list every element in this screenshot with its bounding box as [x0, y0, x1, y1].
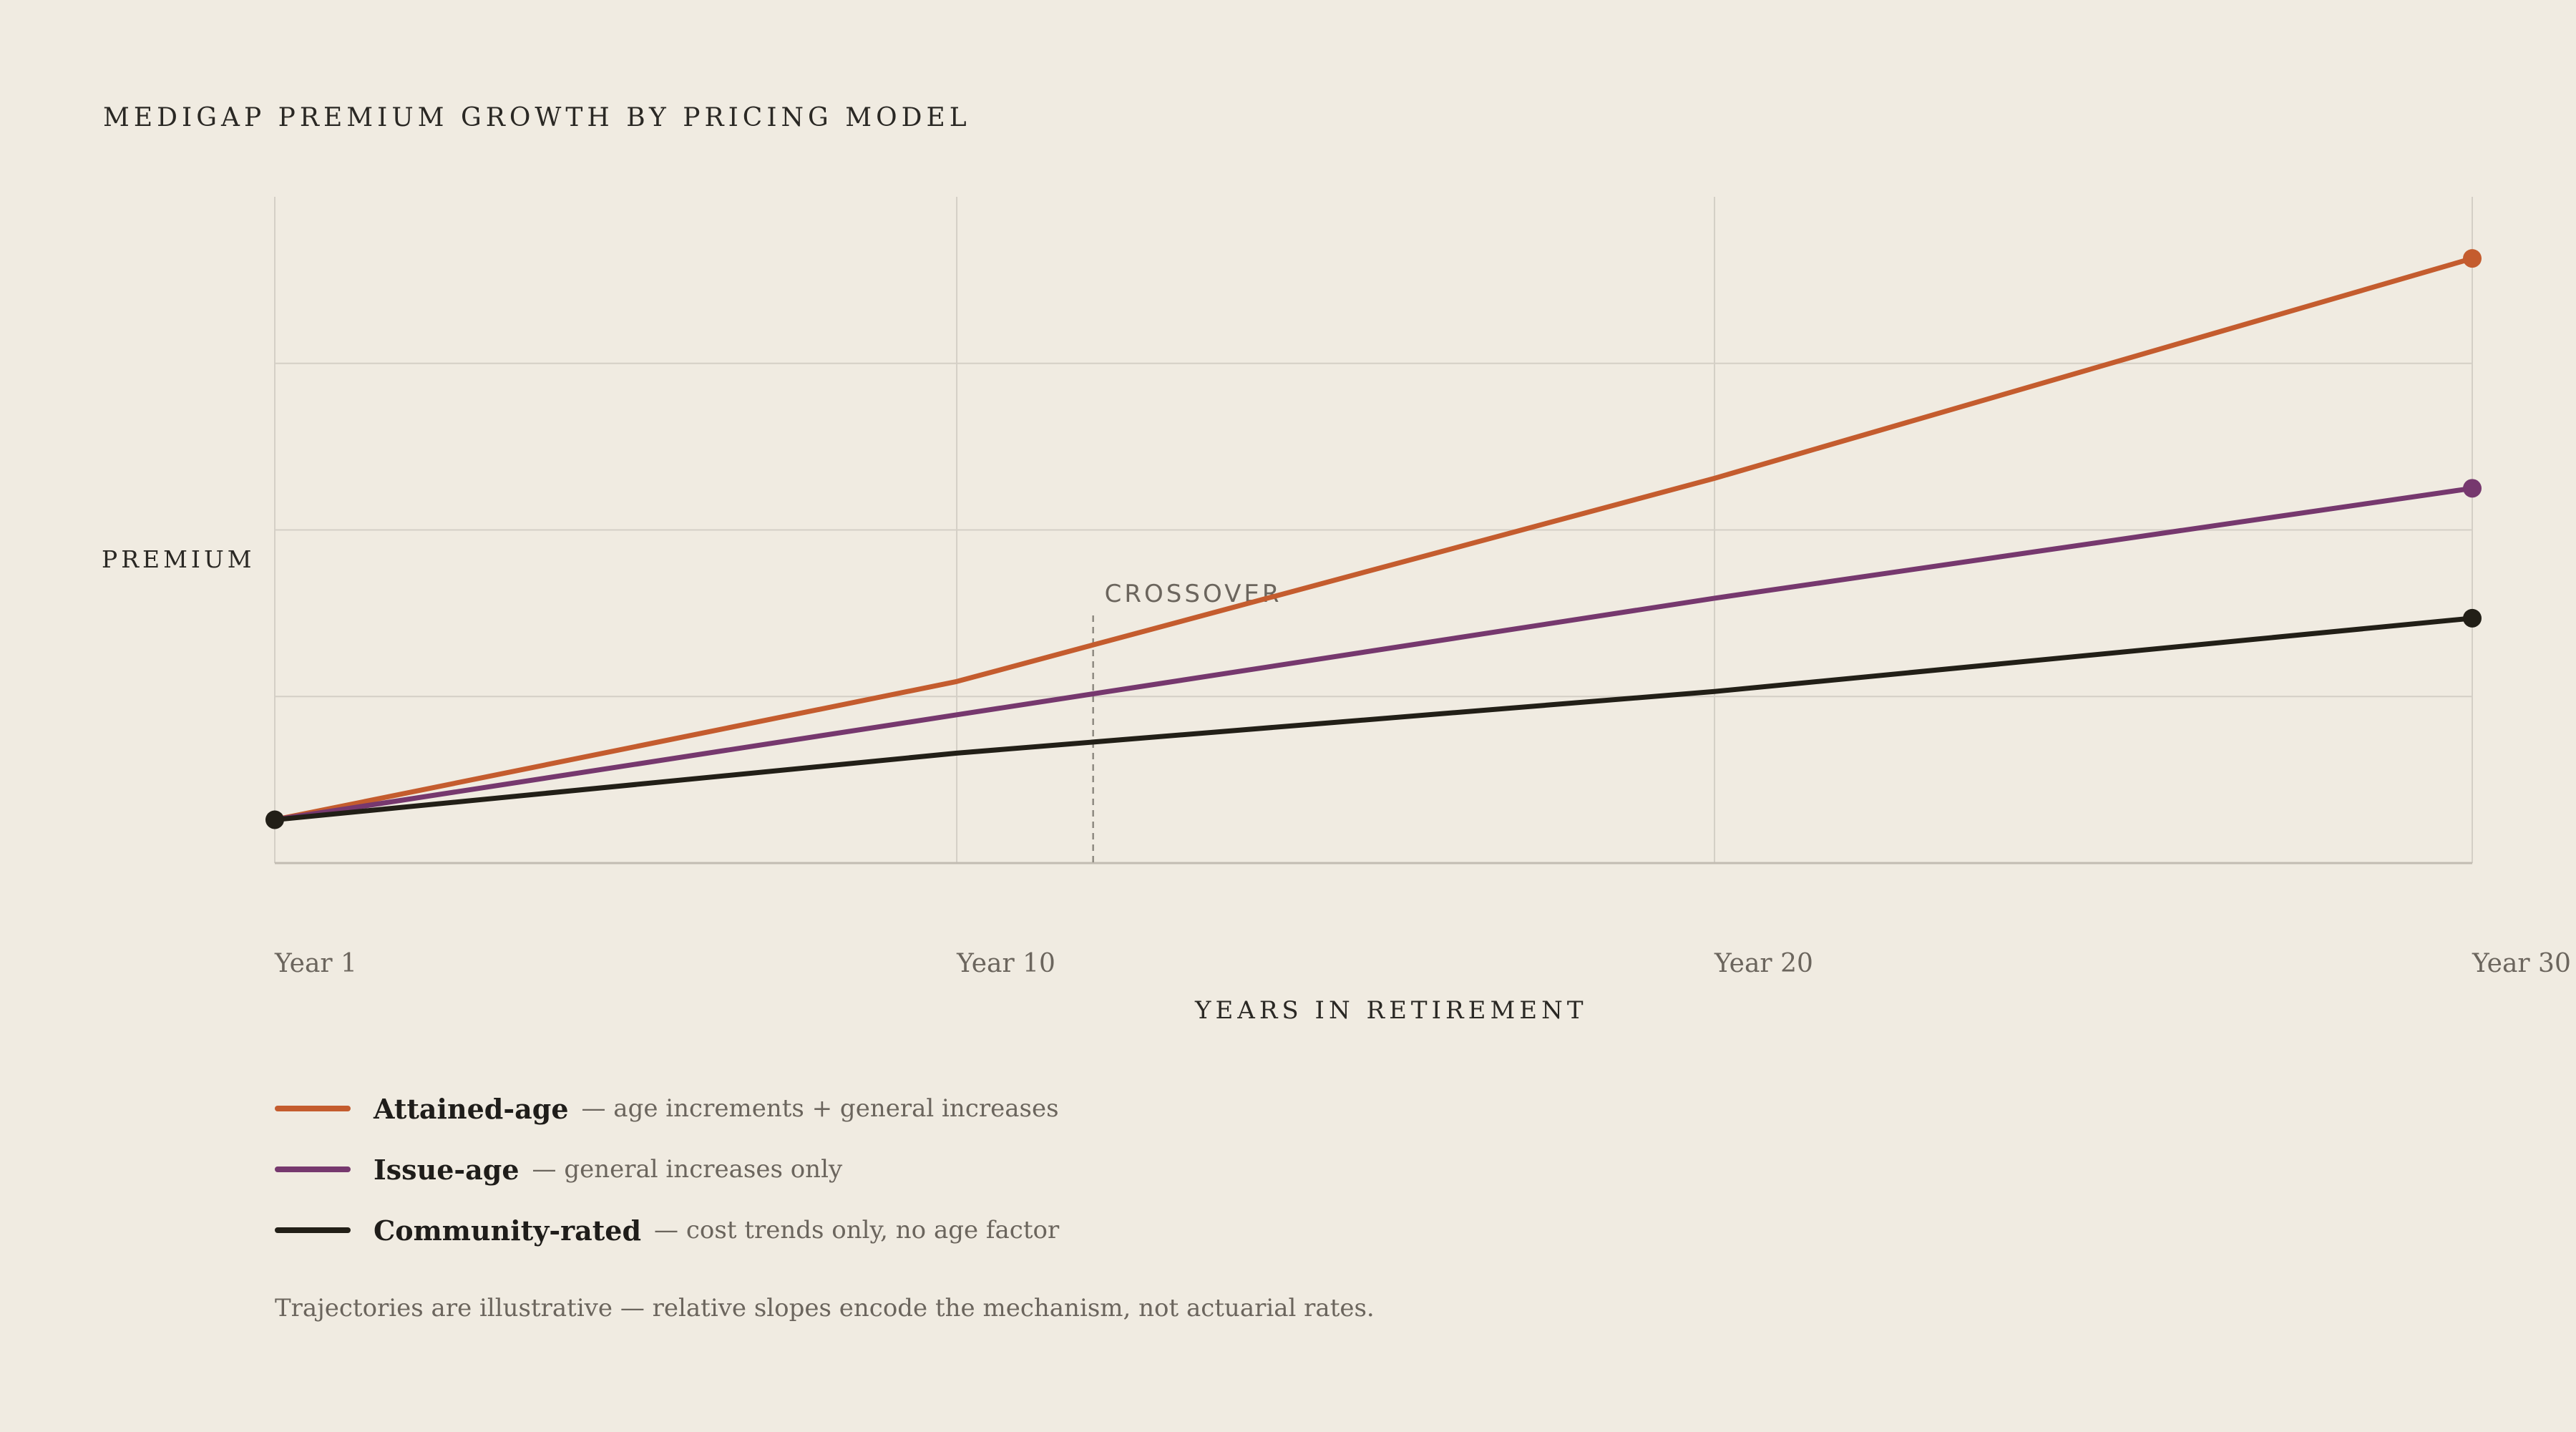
chart-title: MEDIGAP PREMIUM GROWTH BY PRICING MODEL [103, 103, 971, 132]
legend-name-attained-age: Attained-age [374, 1092, 569, 1125]
annotation-layer: CROSSOVER [1092, 580, 1279, 863]
legend-name-community-rated: Community-rated [374, 1214, 642, 1247]
series-end-point-issue-age [2463, 479, 2482, 498]
legend-desc-issue-age: — general increases only [532, 1155, 843, 1184]
x-tick-label-4: Year 30 [2472, 949, 2571, 978]
legend-item-attained-age: Attained-age — age increments + general … [275, 1088, 1059, 1129]
series-end-point-attained-age [2463, 249, 2482, 268]
legend-item-issue-age: Issue-age — general increases only [275, 1149, 1059, 1190]
series-end-point-community-rated [2463, 608, 2482, 628]
x-tick-label-3: Year 20 [1714, 949, 1813, 978]
series-start-point [265, 810, 284, 829]
series-layer [265, 249, 2482, 829]
legend-swatch-community-rated [275, 1227, 351, 1233]
series-line-issue-age [272, 485, 2475, 822]
x-axis-label: YEARS IN RETIREMENT [1195, 996, 1588, 1025]
legend: Attained-age — age increments + general … [275, 1088, 1059, 1270]
legend-swatch-attained-age [275, 1106, 351, 1111]
grid-layer [274, 197, 2473, 864]
legend-name-issue-age: Issue-age [374, 1153, 519, 1186]
legend-desc-community-rated: — cost trends only, no age factor [654, 1216, 1060, 1245]
legend-swatch-issue-age [275, 1166, 351, 1172]
legend-item-community-rated: Community-rated — cost trends only, no a… [275, 1209, 1059, 1251]
y-axis-label: PREMIUM [102, 545, 255, 573]
x-tick-label-1: Year 1 [274, 949, 357, 978]
series-line-attained-age [272, 255, 2475, 822]
legend-desc-attained-age: — age increments + general increases [581, 1094, 1059, 1123]
tick-layer: Year 1 Year 10 Year 20 Year 30 [274, 949, 2571, 978]
footnote: Trajectories are illustrative — relative… [275, 1294, 1375, 1323]
x-tick-label-2: Year 10 [956, 949, 1055, 978]
series-line-community-rated [272, 615, 2475, 822]
